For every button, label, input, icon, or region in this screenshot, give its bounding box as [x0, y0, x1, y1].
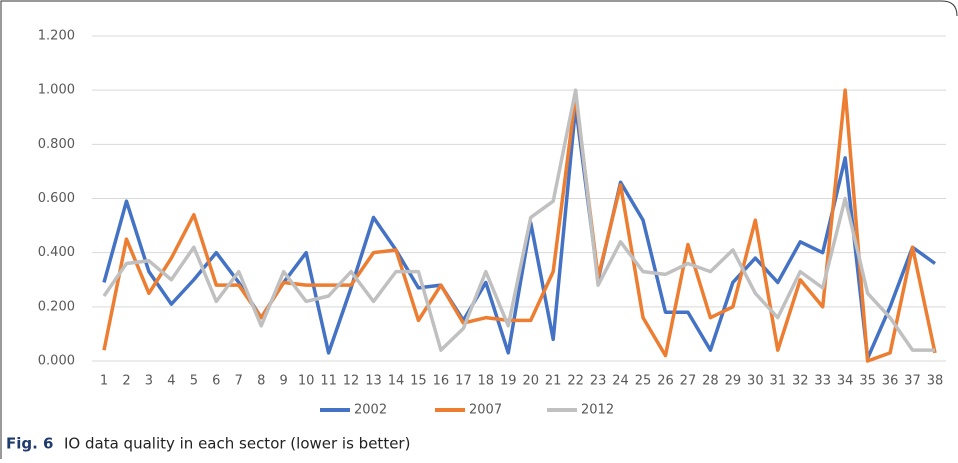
x-tick-label: 12: [343, 374, 360, 389]
x-tick-label: 9: [280, 374, 288, 389]
x-tick-label: 23: [590, 374, 607, 389]
x-tick-label: 34: [837, 374, 854, 389]
x-tick-label: 33: [814, 374, 831, 389]
x-tick-label: 7: [235, 374, 243, 389]
x-tick-label: 24: [612, 374, 629, 389]
x-tick-label: 8: [257, 374, 265, 389]
x-tick-label: 2: [122, 374, 130, 389]
x-tick-label: 19: [500, 374, 517, 389]
x-tick-label: 31: [770, 374, 787, 389]
x-tick-label: 28: [702, 374, 719, 389]
x-tick-label: 4: [167, 374, 175, 389]
x-tick-label: 5: [190, 374, 198, 389]
x-tick-label: 3: [145, 374, 153, 389]
x-tick-label: 37: [904, 374, 921, 389]
x-tick-label: 6: [212, 374, 220, 389]
x-tick-label: 38: [927, 374, 944, 389]
x-tick-label: 32: [792, 374, 809, 389]
x-tick-label: 29: [725, 374, 742, 389]
y-tick-label: 1.200: [38, 29, 75, 44]
y-tick-label: 0.600: [38, 191, 75, 206]
line-series: [102, 88, 937, 363]
caption-label: Fig. 6: [6, 435, 53, 453]
legend-label: 2007: [469, 403, 502, 418]
x-tick-label: 13: [365, 374, 382, 389]
x-tick-label: 20: [522, 374, 539, 389]
x-tick-label: 15: [410, 374, 427, 389]
y-tick-label: 1.000: [38, 83, 75, 98]
x-tick-label: 30: [747, 374, 764, 389]
x-tick-label: 35: [859, 374, 876, 389]
y-tick-label: 0.400: [38, 245, 75, 260]
x-tick-label: 26: [657, 374, 674, 389]
caption-text: IO data quality in each sector (lower is…: [64, 435, 410, 453]
x-tick-label: 36: [882, 374, 899, 389]
x-tick-label: 27: [680, 374, 697, 389]
y-tick-label: 0.800: [38, 137, 75, 152]
x-tick-label: 18: [478, 374, 495, 389]
x-tick-label: 25: [635, 374, 652, 389]
x-tick-label: 10: [298, 374, 315, 389]
x-tick-label: 14: [388, 374, 405, 389]
x-tick-label: 21: [545, 374, 562, 389]
y-tick-label: 0.200: [38, 299, 75, 314]
legend-label: 2012: [581, 403, 614, 418]
x-tick-label: 17: [455, 374, 472, 389]
x-tick-label: 11: [320, 374, 337, 389]
x-tick-label: 1: [100, 374, 108, 389]
x-tick-label: 16: [433, 374, 450, 389]
line-series: [102, 88, 935, 352]
x-tick-label: 22: [567, 374, 584, 389]
y-tick-label: 0.000: [38, 354, 75, 369]
legend-label: 2002: [354, 403, 387, 418]
